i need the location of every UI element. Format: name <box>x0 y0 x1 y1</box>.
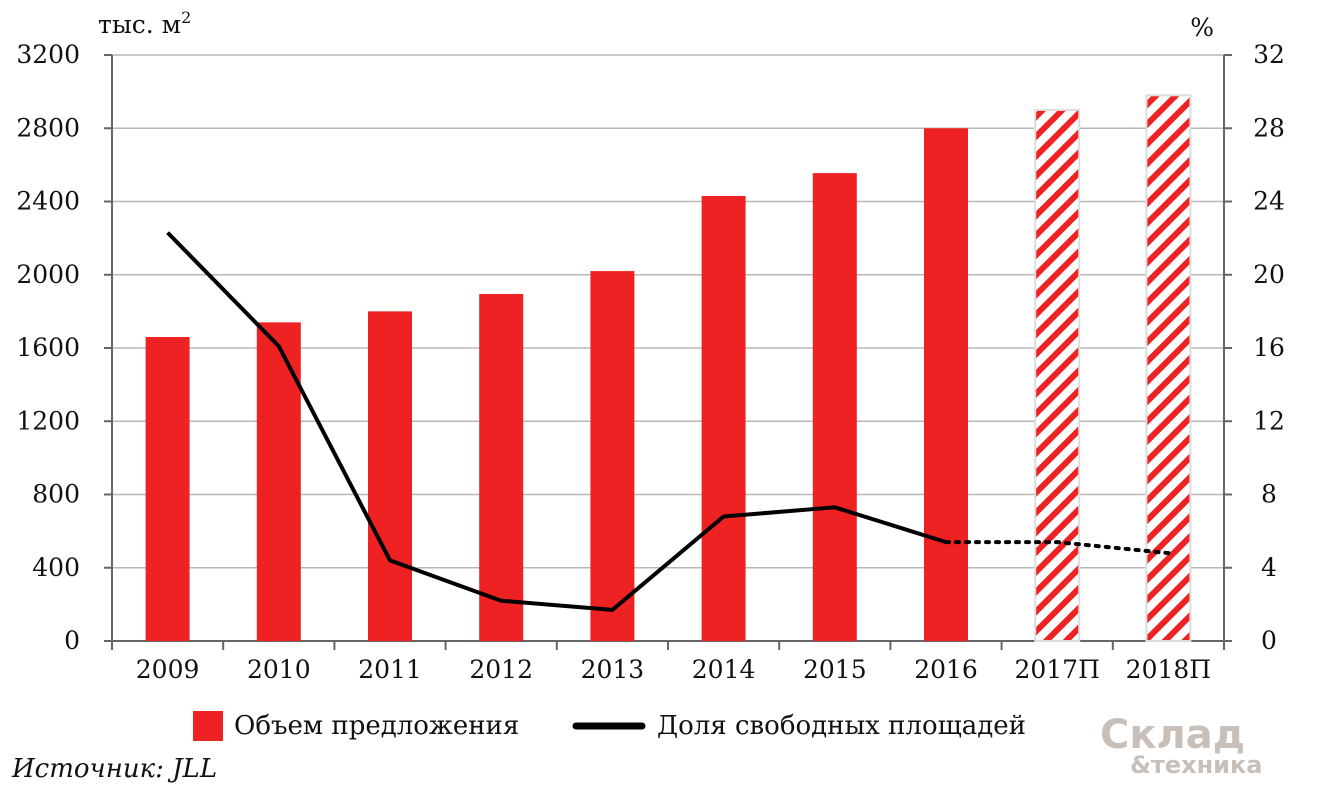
right-tick-label: 4 <box>1261 553 1277 582</box>
x-tick-label: 2010 <box>247 655 311 684</box>
right-tick-label: 32 <box>1253 40 1285 69</box>
bar <box>590 271 635 641</box>
bar <box>256 322 301 641</box>
bar-forecast <box>1034 108 1081 642</box>
left-tick-label: 2000 <box>16 260 80 289</box>
right-axis-ticks: 0 4 8 12 16 20 24 28 32 <box>1253 40 1285 655</box>
left-axis-unit: тыс. м2 <box>98 8 191 39</box>
right-tick-label: 20 <box>1253 260 1285 289</box>
bar <box>145 337 190 641</box>
left-tick-label: 1600 <box>16 333 80 362</box>
x-tick-label: 2013 <box>581 655 645 684</box>
logo-line2: &техника <box>1130 751 1262 779</box>
legend-label-bar: Объем предложения <box>234 711 519 741</box>
right-tick-label: 16 <box>1253 333 1285 362</box>
right-tick-label: 8 <box>1261 480 1277 509</box>
x-tick-label: 2009 <box>136 655 200 684</box>
x-tick-label: 2015 <box>803 655 867 684</box>
right-axis-unit: % <box>1190 13 1214 42</box>
line-forecast <box>944 540 1171 556</box>
source-note: Источник: JLL <box>11 754 217 784</box>
bar <box>924 128 968 641</box>
x-axis-ticks: 2009 2010 2011 2012 2013 2014 2015 2016 2017П 201… <box>136 655 1211 684</box>
bar <box>368 311 412 641</box>
left-tick-label: 2800 <box>16 113 80 142</box>
bar-forecast <box>1145 94 1192 643</box>
bar-series <box>145 94 1192 643</box>
line-series <box>166 231 1171 612</box>
x-tick-label: 2016 <box>914 655 978 684</box>
legend: Объем предложения Доля свободных площаде… <box>193 711 1026 741</box>
right-tick-label: 0 <box>1261 626 1277 655</box>
bar <box>479 293 524 641</box>
left-tick-label: 800 <box>32 480 80 509</box>
line-actual <box>166 231 947 612</box>
logo: Склад &техника <box>1100 712 1262 779</box>
left-tick-label: 0 <box>64 626 80 655</box>
left-tick-label: 400 <box>32 553 80 582</box>
right-tick-label: 12 <box>1253 406 1285 435</box>
x-tick-label: 2011 <box>358 655 422 684</box>
x-tick-label: 2012 <box>469 655 533 684</box>
bar <box>701 196 746 641</box>
left-tick-label: 3200 <box>16 40 80 69</box>
x-tick-label: 2017П <box>1014 655 1099 684</box>
legend-label-line: Доля свободных площадей <box>657 711 1026 741</box>
legend-swatch-bar <box>193 711 223 741</box>
x-tick-label: 2014 <box>692 655 756 684</box>
x-tick-label: 2018П <box>1126 655 1211 684</box>
left-tick-label: 1200 <box>16 406 80 435</box>
left-tick-label: 2400 <box>16 187 80 216</box>
logo-line1: Склад <box>1100 712 1245 758</box>
right-tick-label: 24 <box>1253 187 1285 216</box>
right-tick-label: 28 <box>1253 113 1285 142</box>
bar <box>812 173 857 641</box>
left-axis-ticks: 0 400 800 1200 1600 2000 2400 2800 3200 <box>16 40 80 655</box>
